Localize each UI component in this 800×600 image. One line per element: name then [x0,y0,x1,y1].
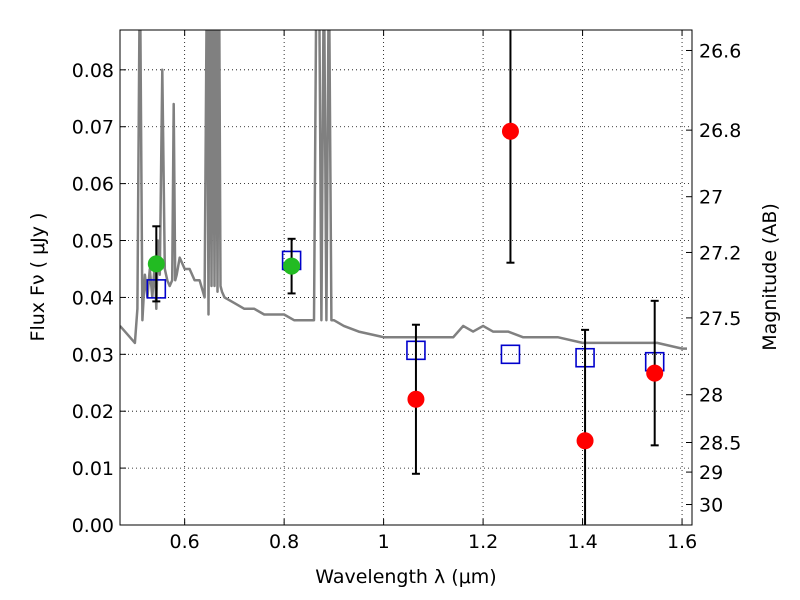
y-tick-label: 0.03 [72,344,114,366]
y-tick-label: 0.06 [72,174,114,196]
sed-model-line [120,30,687,350]
x-tick-label: 1.2 [468,531,498,553]
data-point [147,255,165,273]
y-tick-label: 0.04 [72,287,114,309]
y-tick-label: 0.08 [72,60,114,82]
y-axis-label: Flux Fν ( μJy ) [27,213,49,342]
mag-tick-label: 29 [699,462,723,484]
y-tick-label: 0.02 [72,401,114,423]
axes-ticks: 0.6 0.8 1 1.2 1.4 1.6 0.00 0.01 0.02 0.03 0.04 0.05… [72,30,741,553]
x-axis-label: Wavelength λ (μm) [315,566,496,588]
plot-area [120,30,687,525]
y-tick-label: 0.00 [72,515,114,537]
mag-tick-label: 27.5 [699,308,741,330]
mag-tick-label: 28 [699,385,723,407]
mag-tick-label: 26.6 [699,40,741,62]
x-tick-label: 1.4 [567,531,597,553]
mag-tick-label: 30 [699,495,723,517]
y2-axis-label: Magnitude (AB) [759,203,781,351]
x-tick-label: 1.6 [667,531,697,553]
data-point [576,432,594,450]
data-point [501,122,519,140]
model-square-point [500,344,521,365]
x-tick-label: 0.8 [269,531,299,553]
mag-tick-label: 26.8 [699,120,741,142]
y-tick-label: 0.01 [72,458,114,480]
plot-frame [119,29,693,526]
data-point [283,257,301,275]
data-point [407,390,425,408]
x-tick-label: 0.6 [170,531,200,553]
x-tick-label: 1 [378,531,390,553]
mag-tick-label: 27 [699,187,723,209]
y-tick-label: 0.05 [72,231,114,253]
data-point [646,364,664,382]
y-tick-label: 0.07 [72,117,114,139]
mag-tick-label: 28.5 [699,433,741,455]
mag-tick-label: 27.2 [699,242,741,264]
